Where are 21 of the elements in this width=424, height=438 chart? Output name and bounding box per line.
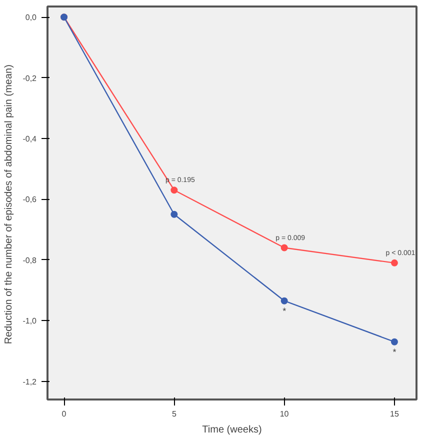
point xyxy=(170,186,178,194)
y-tick-label: -1,0 xyxy=(22,316,38,326)
y-tick-label: -0,2 xyxy=(22,74,38,83)
x-tick-label: 0 xyxy=(62,410,67,418)
point xyxy=(390,338,398,346)
y-tick-label: -0,4 xyxy=(22,134,38,144)
point xyxy=(280,297,288,304)
y-axis-title: Reduction of the number of episodes of abdominal pain (mean) xyxy=(4,64,15,344)
x-axis-title: Time (weeks) xyxy=(202,424,262,436)
x-tick-label: 15 xyxy=(390,410,400,418)
annotation: * xyxy=(282,306,287,316)
y-tick-label: -0,8 xyxy=(22,256,38,265)
y-tick-label: -1,2 xyxy=(22,377,38,386)
y-tick-label: -0,6 xyxy=(22,195,38,204)
point xyxy=(390,259,398,266)
point xyxy=(170,210,178,218)
annotation: * xyxy=(392,346,397,357)
y-tick-label: 0,0 xyxy=(25,13,38,22)
x-tick-label: 5 xyxy=(172,410,177,418)
point xyxy=(280,244,288,252)
x-tick-label: 10 xyxy=(280,410,290,418)
